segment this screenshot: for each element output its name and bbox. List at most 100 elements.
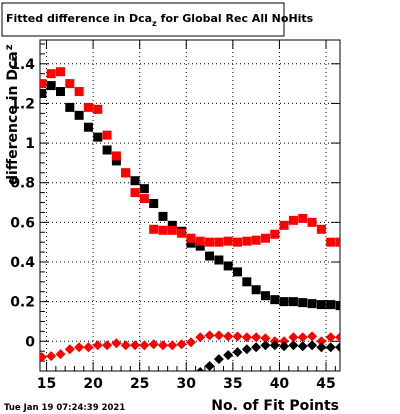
point-series-3	[74, 342, 85, 353]
point-series-2	[195, 236, 205, 246]
point-series-4	[316, 342, 327, 353]
point-series-4	[288, 340, 299, 351]
point-series-1	[186, 238, 196, 248]
y-tick-label: 1	[25, 136, 35, 152]
point-series-1	[139, 184, 149, 194]
point-series-1	[195, 241, 205, 251]
plot-area	[39, 39, 341, 372]
point-series-3	[307, 331, 318, 342]
point-series-3	[46, 351, 57, 362]
point-series-2	[214, 237, 224, 247]
point-series-1	[55, 87, 65, 97]
point-series-2	[186, 233, 196, 243]
point-series-2	[205, 237, 215, 247]
point-series-3	[139, 340, 150, 351]
point-series-1	[251, 285, 261, 295]
point-series-4	[213, 354, 224, 365]
point-series-2	[55, 67, 65, 77]
point-series-1	[316, 300, 326, 310]
point-series-1	[93, 132, 103, 142]
x-tick-label: 45	[316, 376, 335, 392]
point-series-1	[288, 297, 298, 307]
point-series-2	[233, 237, 243, 247]
title-box	[1, 2, 285, 37]
x-axis-label: No. of Fit Points	[211, 398, 339, 414]
point-series-1	[233, 267, 243, 277]
point-series-3	[157, 340, 168, 351]
point-series-3	[64, 344, 75, 355]
point-series-1	[83, 122, 93, 132]
point-series-2	[111, 151, 121, 161]
point-series-4	[297, 341, 308, 352]
point-series-3	[120, 340, 131, 351]
y-tick-label: 0.6	[10, 215, 35, 231]
x-tick-label: 20	[83, 376, 103, 392]
point-series-2	[130, 188, 140, 198]
point-series-1	[335, 301, 340, 311]
point-series-1	[326, 300, 336, 310]
point-series-2	[83, 102, 93, 112]
point-series-3	[102, 340, 113, 351]
point-series-1	[130, 176, 140, 186]
point-series-2	[288, 215, 298, 225]
point-series-3	[223, 331, 234, 342]
point-series-1	[298, 298, 308, 308]
point-series-1	[242, 277, 252, 287]
y-tick-label: 0	[25, 334, 35, 350]
point-series-2	[223, 236, 233, 246]
point-series-2	[102, 130, 112, 140]
point-series-3	[204, 330, 215, 341]
x-tick-labels: 15 20 25 30 35 40 45	[37, 376, 336, 392]
data-points	[40, 67, 340, 371]
point-series-2	[326, 237, 336, 247]
point-series-3	[213, 330, 224, 341]
point-series-3	[185, 337, 196, 348]
point-series-1	[223, 261, 233, 271]
y-tick-label: 1.2	[10, 96, 35, 112]
x-tick-label: 40	[270, 376, 290, 392]
point-series-4	[241, 344, 252, 355]
point-series-2	[74, 87, 84, 97]
point-series-2	[167, 225, 177, 235]
point-series-4	[307, 340, 318, 351]
point-series-3	[167, 340, 178, 351]
point-series-3	[195, 332, 206, 343]
point-series-1	[74, 110, 84, 120]
x-tick-label: 15	[37, 376, 56, 392]
y-tick-label: 1.4	[10, 57, 35, 73]
point-series-3	[83, 342, 94, 353]
point-series-3	[130, 340, 141, 351]
point-series-3	[251, 332, 262, 343]
point-series-1	[205, 251, 215, 261]
point-series-3	[325, 332, 336, 343]
point-series-2	[40, 79, 47, 89]
point-series-1	[270, 295, 280, 305]
point-series-4	[223, 350, 234, 361]
point-series-2	[307, 217, 317, 227]
y-axis-label: difference in Dcaz	[4, 44, 21, 185]
point-series-1	[46, 81, 56, 91]
point-series-2	[279, 220, 289, 230]
point-series-4	[196, 366, 205, 371]
point-series-2	[139, 194, 149, 204]
point-series-3	[232, 331, 243, 342]
y-tick-label: 0.2	[10, 295, 35, 311]
x-tick-label: 30	[177, 376, 197, 392]
point-series-4	[269, 340, 280, 351]
point-series-2	[251, 235, 261, 245]
point-series-4	[335, 342, 340, 353]
point-series-1	[214, 255, 224, 265]
point-series-1	[40, 89, 47, 99]
y-tick-labels: 0 0.2 0.4 0.6 0.8 1 1.2 1.4	[10, 57, 35, 350]
point-series-3	[111, 338, 122, 349]
point-series-3	[92, 340, 103, 351]
point-series-3	[335, 332, 340, 343]
point-series-4	[232, 347, 243, 358]
point-series-4	[279, 341, 290, 352]
point-series-2	[242, 236, 252, 246]
point-series-1	[279, 297, 289, 307]
point-series-1	[65, 102, 75, 112]
point-series-4	[260, 340, 271, 351]
point-series-3	[260, 333, 271, 344]
